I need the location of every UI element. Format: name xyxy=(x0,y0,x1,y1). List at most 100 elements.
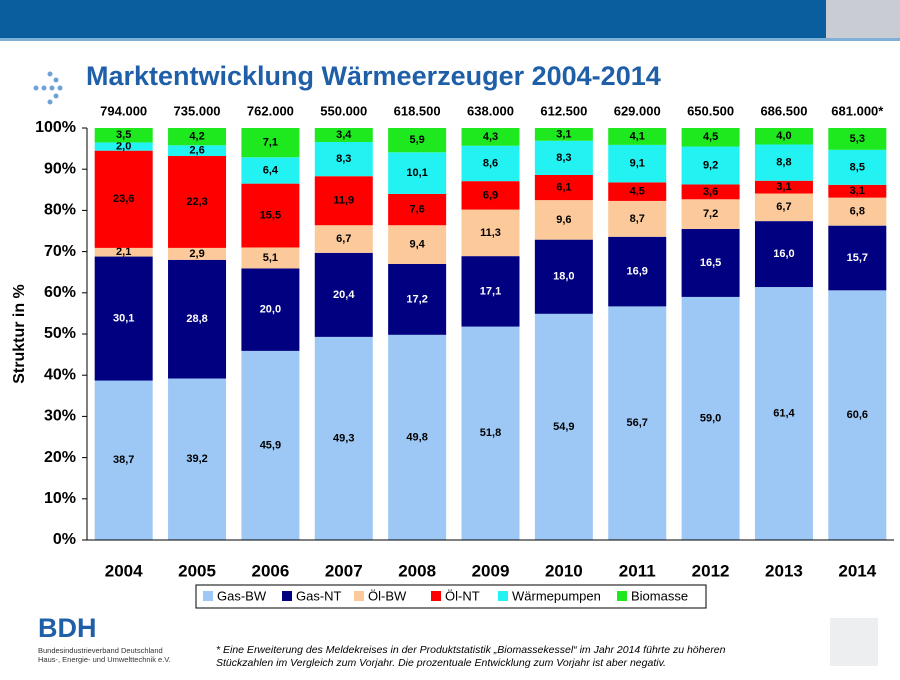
bar-segment xyxy=(461,181,520,210)
total-label: 681.000* xyxy=(831,103,884,118)
value-label: 6,8 xyxy=(850,206,865,218)
y-tick-label: 90% xyxy=(44,160,76,177)
value-label: 45,9 xyxy=(260,439,281,451)
total-label: 650.500 xyxy=(687,103,734,118)
total-label: 794.000 xyxy=(100,103,147,118)
value-label: 6,9 xyxy=(483,189,498,201)
value-label: 8,3 xyxy=(336,153,351,165)
legend-label: Gas-BW xyxy=(217,588,267,603)
value-label: 16,9 xyxy=(627,265,648,277)
value-label: 2,0 xyxy=(116,140,131,152)
bar-segment xyxy=(168,156,227,248)
value-label: 8,7 xyxy=(630,213,645,225)
y-tick-label: 100% xyxy=(35,119,76,136)
value-label: 3,1 xyxy=(556,128,571,140)
value-label: 56,7 xyxy=(627,417,648,429)
bar-segment xyxy=(94,128,153,143)
value-label: 9,1 xyxy=(630,158,645,170)
bar-segment xyxy=(608,144,667,183)
y-tick-label: 0% xyxy=(53,531,76,548)
value-label: 9,4 xyxy=(409,239,425,251)
x-tick-label: 2010 xyxy=(545,561,583,580)
legend-label: Biomasse xyxy=(631,588,688,603)
value-label: 4,2 xyxy=(189,131,204,143)
bar-segment xyxy=(168,145,227,157)
bar-segment xyxy=(534,128,593,141)
x-tick-label: 2011 xyxy=(619,561,656,580)
bar-segment xyxy=(314,176,373,226)
bar-segment xyxy=(94,380,153,540)
bar-segment xyxy=(314,336,373,540)
bar-segment xyxy=(168,128,227,146)
bar-segment xyxy=(608,200,667,237)
total-label: 686.500 xyxy=(760,103,807,118)
bar-segment xyxy=(94,256,153,381)
y-tick-label: 50% xyxy=(44,325,76,342)
y-tick-label: 30% xyxy=(44,408,76,425)
value-label: 9,6 xyxy=(556,214,571,226)
value-label: 38,7 xyxy=(113,454,134,466)
value-label: 2,9 xyxy=(189,248,204,260)
bar-segment xyxy=(168,259,227,379)
value-label: 22,3 xyxy=(186,196,207,208)
value-label: 61,4 xyxy=(773,407,795,419)
value-label: 60,6 xyxy=(847,409,868,421)
value-label: 8,5 xyxy=(850,161,865,173)
bar-segment xyxy=(754,180,813,194)
y-tick-label: 70% xyxy=(44,243,76,260)
bar-segment xyxy=(94,247,153,257)
value-label: 54,9 xyxy=(553,421,574,433)
x-tick-label: 2014 xyxy=(838,561,876,580)
bar-segment xyxy=(461,145,520,182)
bar-segment xyxy=(168,247,227,260)
footnote: Stückzahlen im Vergleich zum Vorjahr. Di… xyxy=(216,657,666,669)
total-label: 550.000 xyxy=(320,103,367,118)
value-label: 28,8 xyxy=(186,313,207,325)
value-label: 3,1 xyxy=(850,185,865,197)
bar-segment xyxy=(388,263,447,335)
legend-label: Wärmepumpen xyxy=(512,588,601,603)
value-label: 39,2 xyxy=(186,453,207,465)
bar-segment xyxy=(754,221,813,288)
value-label: 51,8 xyxy=(480,427,501,439)
total-label: 638.000 xyxy=(467,103,514,118)
bar-segment xyxy=(241,183,300,248)
value-label: 4,1 xyxy=(630,130,645,142)
bar-segment xyxy=(828,290,887,540)
bar-segment xyxy=(388,334,447,540)
bar-segment xyxy=(534,200,593,240)
legend xyxy=(195,584,707,609)
x-tick-label: 2005 xyxy=(178,561,216,580)
total-label: 762.000 xyxy=(247,103,294,118)
corner-decoration xyxy=(830,618,878,666)
bar-segment xyxy=(608,182,667,201)
value-label: 16,0 xyxy=(773,248,794,260)
bar-segment xyxy=(681,199,740,229)
logo-name: BDH xyxy=(38,613,97,643)
y-tick-label: 20% xyxy=(44,449,76,466)
value-label: 18,0 xyxy=(553,271,574,283)
y-tick-label: 60% xyxy=(44,284,76,301)
value-label: 15,7 xyxy=(847,252,868,264)
value-label: 6,7 xyxy=(776,201,791,213)
bar-segment xyxy=(608,128,667,145)
value-label: 15,5 xyxy=(260,209,281,221)
legend-swatch xyxy=(498,591,508,601)
chart-title: Marktentwicklung Wärmeerzeuger 2004-2014 xyxy=(86,61,661,91)
value-label: 20,0 xyxy=(260,304,281,316)
bar-segment xyxy=(388,128,447,153)
value-label: 4,3 xyxy=(483,131,498,143)
bar-segment xyxy=(388,225,447,264)
logo-line: Bundesindustrieverband Deutschland xyxy=(38,646,163,655)
value-label: 9,2 xyxy=(703,159,718,171)
bar-segment xyxy=(608,306,667,540)
bar-segment xyxy=(754,193,813,222)
x-tick-label: 2006 xyxy=(251,561,289,580)
value-label: 17,1 xyxy=(480,285,501,297)
value-label: 7,6 xyxy=(409,203,424,215)
bar-segment xyxy=(461,326,520,540)
value-label: 11,3 xyxy=(480,227,501,239)
bar-segment xyxy=(754,287,813,540)
bar-segment xyxy=(461,128,520,146)
